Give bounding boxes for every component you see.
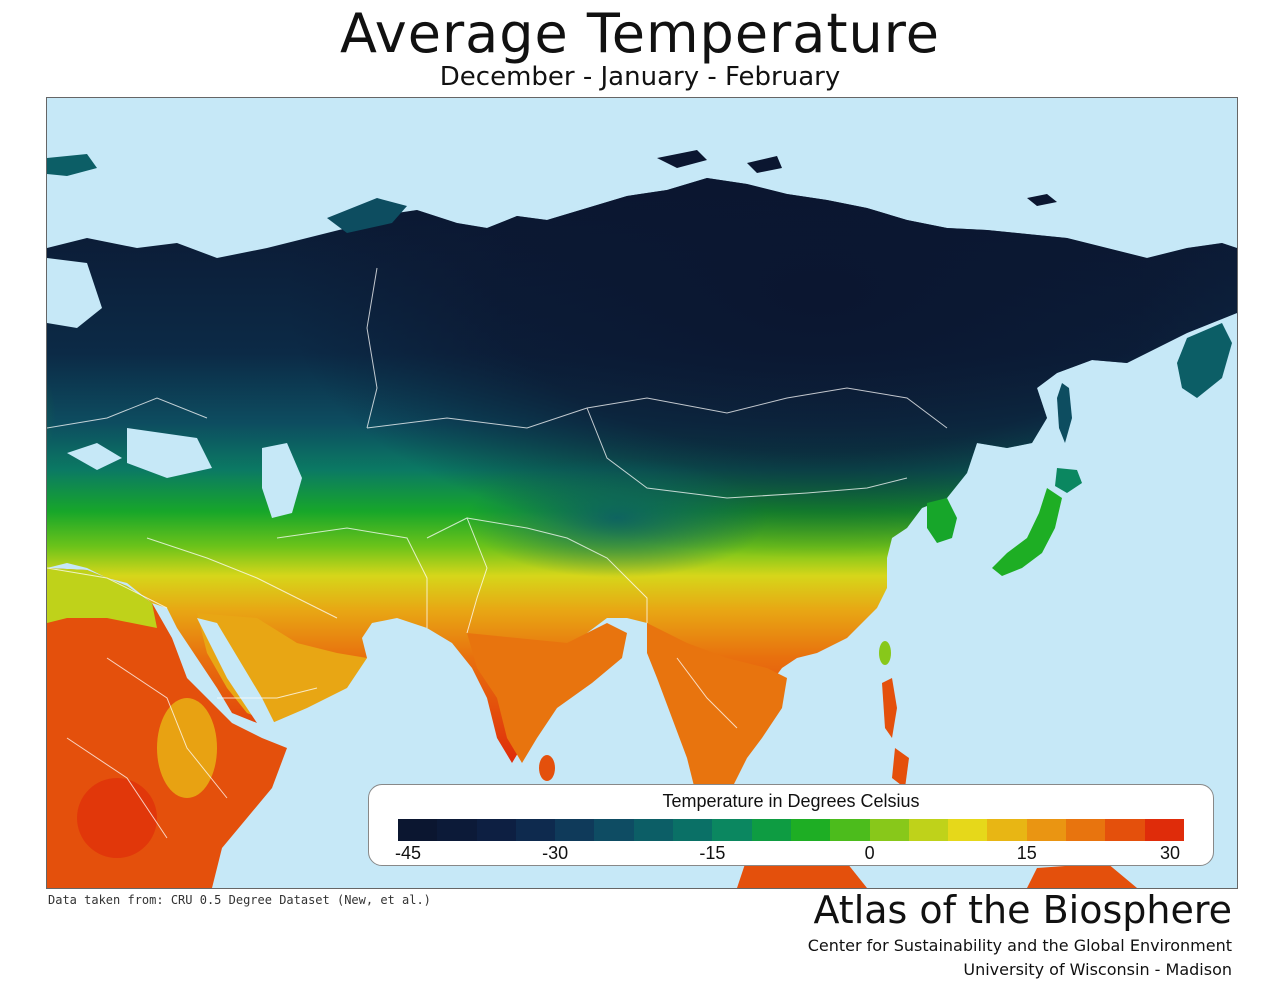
legend-swatch xyxy=(1105,819,1145,841)
korea-landmass xyxy=(927,498,957,543)
sakhalin-landmass xyxy=(1057,383,1072,443)
temperature-map: Temperature in Degrees Celsius -45 -30 -15… xyxy=(46,97,1238,889)
data-source-note: Data taken from: CRU 0.5 Degree Dataset … xyxy=(48,893,431,907)
map-title: Average Temperature xyxy=(340,2,940,65)
legend-swatch xyxy=(987,819,1027,841)
hokkaido-landmass xyxy=(1055,468,1082,493)
legend-swatch xyxy=(437,819,477,841)
map-subtitle: December - January - February xyxy=(439,62,841,92)
taiwan-landmass xyxy=(879,641,891,665)
borneo-landmass xyxy=(1027,863,1137,888)
legend-swatch xyxy=(908,819,949,841)
legend-swatch xyxy=(948,819,988,841)
legend-color-scale xyxy=(398,819,1184,841)
legend-swatch xyxy=(712,819,752,841)
legend-tick-label: -45 xyxy=(394,843,422,863)
sri-lanka-landmass xyxy=(539,755,555,781)
southeast-asia-landmass xyxy=(647,623,787,818)
map-canvas xyxy=(47,150,1237,888)
legend-swatch xyxy=(673,819,713,841)
japan-landmass xyxy=(992,488,1062,576)
legend-tick-label: -30 xyxy=(542,843,569,863)
inland-seas xyxy=(47,258,302,728)
legend-swatch xyxy=(594,819,634,841)
legend-swatch xyxy=(1144,819,1184,841)
atlas-title: Atlas of the Biosphere xyxy=(813,888,1232,932)
legend-swatch xyxy=(398,819,438,841)
legend-swatch xyxy=(869,819,909,841)
legend-swatch xyxy=(1066,819,1106,841)
legend-swatch xyxy=(830,819,870,841)
legend-swatch xyxy=(1026,819,1067,841)
legend-ticks: -45 -30 -15 0 15 30 xyxy=(394,843,1184,863)
legend-swatch xyxy=(476,819,516,841)
eurasia-landmass xyxy=(47,178,1237,763)
legend-tick-label: -15 xyxy=(699,843,726,863)
university-credit: University of Wisconsin - Madison xyxy=(963,960,1232,979)
kamchatka-landmass xyxy=(1177,323,1232,398)
legend-swatch xyxy=(515,819,556,841)
legend-swatch xyxy=(555,819,595,841)
legend-swatch xyxy=(790,819,831,841)
temperature-legend: Temperature in Degrees Celsius -45 -30 -15… xyxy=(368,784,1214,866)
india-landmass xyxy=(467,623,627,763)
country-borders xyxy=(47,267,948,839)
legend-tick-label: 15 xyxy=(1016,843,1037,863)
legend-tick-label: 0 xyxy=(864,843,875,863)
center-credit: Center for Sustainability and the Global… xyxy=(807,936,1232,955)
legend-tick-label: 30 xyxy=(1159,843,1181,863)
arctic-islands xyxy=(47,150,1057,233)
legend-swatch xyxy=(751,819,791,841)
legend-title: Temperature in Degrees Celsius xyxy=(662,791,920,811)
legend-swatch xyxy=(633,819,674,841)
